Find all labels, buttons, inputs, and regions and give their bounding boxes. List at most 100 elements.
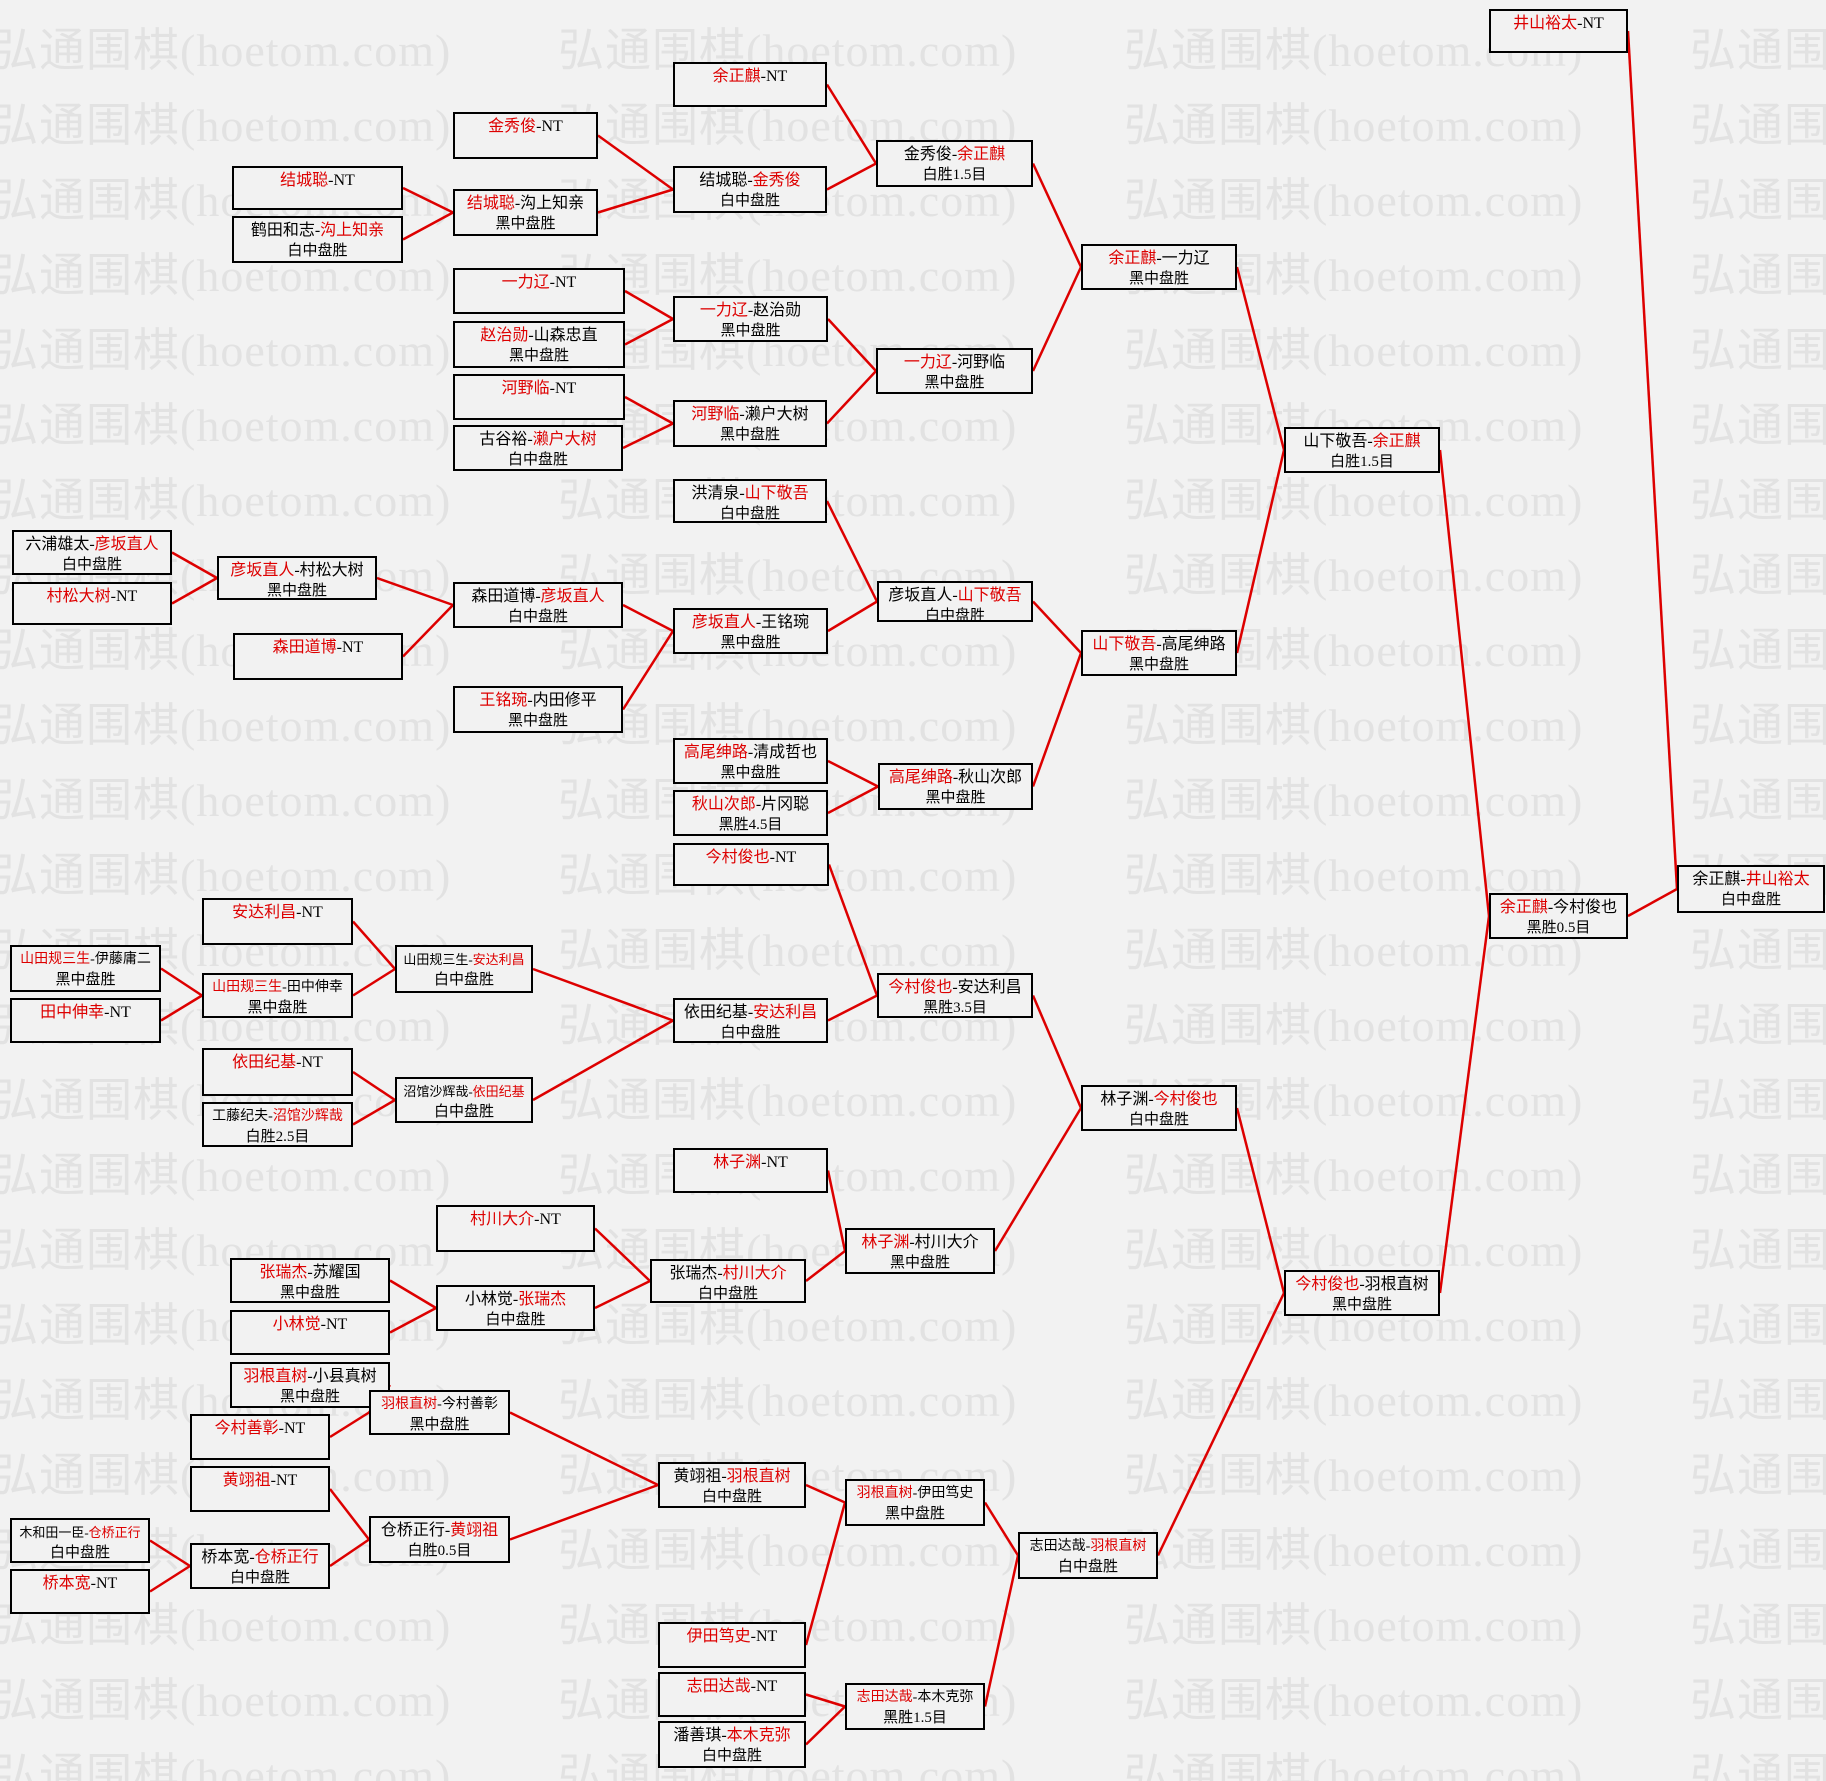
bracket-connector-line xyxy=(1627,887,1678,918)
watermark-text: 弘通围棋(hoetom.com) xyxy=(1124,1375,1584,1426)
player-name: 山下敬吾 xyxy=(1303,433,1368,450)
bracket-connector-line xyxy=(329,1538,370,1568)
match-result: 白中盘胜 xyxy=(697,1286,758,1302)
bracket-connector-line xyxy=(171,551,218,580)
bracket-connector-line xyxy=(594,1227,651,1282)
bracket-connector-line xyxy=(160,967,203,997)
match-box: 张瑞杰-村川大介白中盘胜 xyxy=(650,1259,806,1303)
match-players: 安达利昌-NT xyxy=(204,902,351,923)
player-name: 六浦雄太 xyxy=(25,536,90,553)
match-result: 白中盘胜 xyxy=(701,1748,762,1764)
bracket-connector-line xyxy=(160,994,203,1022)
match-players: 张瑞杰-村川大介 xyxy=(652,1263,804,1284)
watermark-text: 弘通围棋(hoetom.com) xyxy=(1690,175,1826,226)
player-name: 仓桥正行 xyxy=(88,1525,141,1540)
match-box: 羽根直树-小县真树 黑中盘胜 xyxy=(230,1362,390,1408)
bracket-connector-line xyxy=(1235,449,1286,654)
bracket-connector-line xyxy=(827,864,879,996)
player-separator: - xyxy=(952,979,958,996)
player-name: NT xyxy=(96,1575,118,1592)
match-result: 白中盘胜 xyxy=(507,609,568,625)
player-separator: - xyxy=(328,172,334,189)
player-name: 安达利昌 xyxy=(472,952,525,967)
player-name: 沼馆沙辉哉 xyxy=(403,1084,469,1099)
match-result: 白胜0.5目 xyxy=(407,1543,472,1559)
watermark-text: 弘通围棋(hoetom.com) xyxy=(0,775,452,826)
player-name: 森田道博 xyxy=(272,639,337,656)
watermark-text: 弘通围棋(hoetom.com) xyxy=(1690,475,1826,526)
player-separator: - xyxy=(89,536,95,553)
match-result: 白胜1.5目 xyxy=(1330,454,1394,470)
match-result: 白中盘胜 xyxy=(49,1545,110,1561)
watermark-text: 弘通围棋(hoetom.com) xyxy=(1124,325,1584,376)
match-players: 王铭琬-内田修平 xyxy=(455,690,621,711)
match-box: 林子渊-村川大介 黑中盘胜 xyxy=(845,1228,995,1274)
player-separator: - xyxy=(528,327,534,344)
watermark-text: 弘通围棋(hoetom.com) xyxy=(1690,1300,1826,1351)
watermark-text: 弘通围棋(hoetom.com) xyxy=(1690,700,1826,751)
match-result: 黑中盘胜 xyxy=(266,583,327,599)
match-box: 桥本宽-仓桥正行 白中盘胜 xyxy=(190,1543,330,1589)
player-separator: - xyxy=(747,1004,754,1021)
watermark-text: 弘通围棋(hoetom.com) xyxy=(1690,1600,1826,1651)
player-separator: - xyxy=(760,68,766,85)
player-name: NT xyxy=(301,1054,323,1071)
match-players: 林子渊-NT xyxy=(675,1152,826,1173)
player-separator: - xyxy=(110,588,116,605)
match-result: 黑中盘胜 xyxy=(508,348,569,364)
bracket-connector-line xyxy=(1235,266,1286,451)
match-box: 沼馆沙辉哉-依田纪基 白中盘胜 xyxy=(395,1077,533,1123)
match-players: 羽根直树-伊田笃史 xyxy=(847,1483,983,1504)
player-name: NT xyxy=(301,904,323,921)
bracket-connector-line xyxy=(624,317,674,346)
match-box: 工藤纪夫-沼馆沙辉哉 白胜2.5目 xyxy=(202,1102,353,1147)
player-name: 仓桥正行 xyxy=(254,1549,319,1566)
player-separator: - xyxy=(951,146,958,163)
watermark-text: 弘通围棋(hoetom.com) xyxy=(1124,175,1584,226)
watermark-text: 弘通围棋(hoetom.com) xyxy=(1124,1225,1584,1276)
match-players: 金秀俊-NT xyxy=(455,116,596,137)
match-players: 余正麒-NT xyxy=(675,66,825,87)
bracket-connector-line xyxy=(622,603,674,633)
match-box: 森田道博-彦坂直人 白中盘胜 xyxy=(453,582,623,628)
player-name: 黄翊祖 xyxy=(450,1522,499,1539)
bracket-connector-line xyxy=(622,422,674,450)
player-name: NT xyxy=(555,274,577,291)
match-box: 仓桥正行-黄翊祖 白胜0.5目 xyxy=(369,1516,510,1563)
match-players: 彦坂直人-村松大树 xyxy=(219,560,375,581)
player-name: NT xyxy=(276,1472,298,1489)
match-result: 白中盘胜 xyxy=(719,193,780,209)
match-players: 结城聪-沟上知亲 xyxy=(455,193,596,214)
player-name: 工藤纪夫 xyxy=(212,1109,269,1124)
bracket-connector-line xyxy=(532,967,674,1022)
match-result: 黑中盘胜 xyxy=(247,1000,308,1016)
watermark-text: 弘通围棋(hoetom.com) xyxy=(1124,550,1584,601)
player-name: 桥本宽 xyxy=(42,1575,91,1592)
match-players: 余正麒-今村俊也 xyxy=(1491,897,1626,918)
match-players: 志田达哉-羽根直树 xyxy=(1020,1536,1156,1557)
player-separator: - xyxy=(1148,1091,1154,1108)
player-name: 潘善琪 xyxy=(673,1727,722,1744)
bracket-connector-line xyxy=(402,186,454,214)
bracket-connector-line xyxy=(352,967,396,997)
match-box: 河野临-濑户大树 黑中盘胜 xyxy=(673,400,827,447)
player-name: 高尾绅路 xyxy=(888,769,953,786)
player-name: 村川大介 xyxy=(470,1211,535,1228)
bracket-connector-line xyxy=(1031,995,1083,1109)
match-players: 羽根直树-小县真树 xyxy=(232,1366,388,1387)
match-box: 山田规三生-安达利昌 白中盘胜 xyxy=(395,945,533,993)
watermark-text: 弘通围棋(hoetom.com) xyxy=(1124,850,1584,901)
match-box: 井山裕太-NT xyxy=(1489,9,1628,53)
match-box: 古谷裕-濑户大树 白中盘胜 xyxy=(453,425,623,471)
match-players: 结城聪-NT xyxy=(234,170,401,191)
match-players: 今村俊也-安达利昌 xyxy=(879,977,1031,998)
player-separator: - xyxy=(468,952,473,967)
player-separator: - xyxy=(320,1316,326,1333)
player-name: 彦坂直人 xyxy=(691,614,756,631)
player-separator: - xyxy=(84,1525,89,1540)
match-players: 一力辽-赵治勋 xyxy=(675,300,826,321)
player-name: 金秀俊 xyxy=(488,118,537,135)
player-separator: - xyxy=(294,562,300,579)
player-name: 安达利昌 xyxy=(753,1004,818,1021)
watermark-text: 弘通围棋(hoetom.com) xyxy=(1124,1675,1584,1726)
